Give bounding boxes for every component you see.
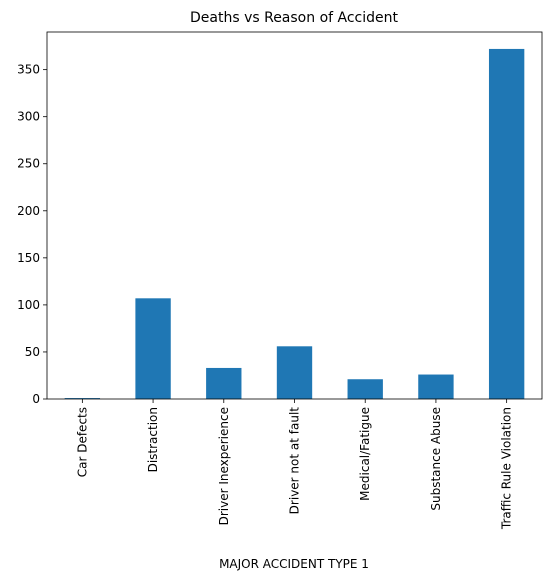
bar-substance-abuse [418, 374, 454, 399]
y-tick-label: 350 [17, 63, 40, 77]
chart-title: Deaths vs Reason of Accident [190, 10, 399, 26]
bar-traffic-rule-violation [488, 48, 525, 399]
bar-driver-inexperience [206, 367, 242, 399]
plot-frame [46, 31, 543, 400]
y-tick-label: 50 [25, 345, 40, 359]
x-tick-label: Distraction [146, 407, 160, 472]
x-tick-label: Car Defects [75, 407, 89, 477]
bar-medical-fatigue [347, 379, 383, 399]
x-tick-label: Driver Inexperience [217, 407, 231, 525]
x-tick-label: Medical/Fatigue [358, 407, 372, 501]
x-axis: Car Defects Distraction Driver Inexperienc… [75, 399, 514, 530]
y-tick-label: 200 [17, 204, 40, 218]
bars-group [64, 48, 525, 399]
y-axis: 0 50 100 150 200 250 300 350 [17, 63, 47, 406]
x-tick-label: Driver not at fault [288, 407, 302, 515]
bar-driver-not-at-fault [276, 346, 313, 399]
x-tick-label: Traffic Rule Violation [500, 407, 514, 530]
x-tick-label: Substance Abuse [429, 407, 443, 511]
y-tick-label: 250 [17, 157, 40, 171]
bar-distraction [135, 298, 171, 399]
y-tick-label: 300 [17, 110, 40, 124]
y-tick-label: 150 [17, 251, 40, 265]
x-axis-label: MAJOR ACCIDENT TYPE 1 [219, 557, 369, 571]
y-tick-label: 0 [32, 392, 40, 406]
bar-car-defects [64, 398, 101, 399]
y-tick-label: 100 [17, 298, 40, 312]
